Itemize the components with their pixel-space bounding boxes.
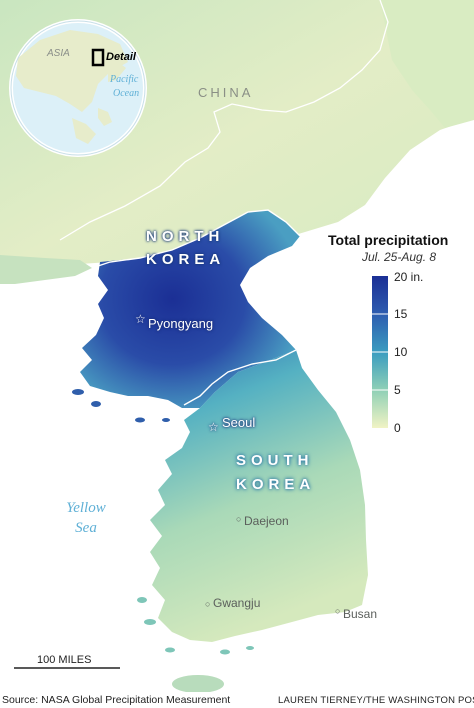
inset-ocean-label-1: Pacific xyxy=(110,74,139,85)
busan-label: Busan xyxy=(343,607,378,621)
daejeon-label: Daejeon xyxy=(244,514,289,528)
credit-note: LAUREN TIERNEY/THE WASHINGTON POST xyxy=(278,695,474,706)
daejeon-dot-icon: ○ xyxy=(236,514,242,524)
china-internal-border xyxy=(59,0,389,241)
china-label: CHINA xyxy=(198,85,254,100)
north-korea-landmass xyxy=(80,210,300,408)
southwest-islets xyxy=(137,597,254,655)
source-note: Source: NASA Global Precipitation Measur… xyxy=(2,694,231,706)
russia-landmass xyxy=(380,0,474,128)
yellow-sea-line-2: Sea xyxy=(75,520,97,536)
liaodong-peninsula xyxy=(0,255,92,284)
inset-detail-label: Detail xyxy=(106,51,136,63)
legend-subtitle: Jul. 25-Aug. 8 xyxy=(362,250,437,264)
legend-tick-label: 15 xyxy=(394,307,408,321)
yellow-sea-label: Yellow Sea xyxy=(58,498,114,538)
legend-tick-marks xyxy=(372,313,388,391)
inset-globe xyxy=(9,19,147,157)
south-korea-label-1: SOUTH xyxy=(236,452,314,469)
scale-bar-label: 100 MILES xyxy=(37,654,92,666)
yellow-sea-line-1: Yellow xyxy=(66,500,106,516)
south-korea-landmass xyxy=(150,350,368,642)
coastal-islets xyxy=(72,389,170,423)
detail-box-icon xyxy=(91,48,105,67)
gwangju-label: Gwangju xyxy=(213,596,261,610)
footer: Source: NASA Global Precipitation Measur… xyxy=(0,692,474,708)
north-korea-label-2: KOREA xyxy=(146,251,226,268)
pyongyang-label: Pyongyang xyxy=(148,316,214,331)
busan-dot-icon: ○ xyxy=(335,606,341,616)
north-korea-label-1: NORTH xyxy=(146,228,225,245)
legend-tick-label: 0 xyxy=(394,421,401,435)
legend-tick-label: 20 in. xyxy=(394,270,424,284)
precipitation-map xyxy=(0,0,474,692)
legend-tick-label: 5 xyxy=(394,383,401,397)
seoul-label: Seoul xyxy=(222,415,256,430)
pyongyang-star-icon: ☆ xyxy=(135,312,146,326)
inset-ocean-label-2: Ocean xyxy=(113,88,140,99)
south-korea-label-2: KOREA xyxy=(236,476,316,493)
china-nk-border xyxy=(91,209,301,269)
legend-title: Total precipitation xyxy=(328,232,449,248)
dmz-border xyxy=(183,349,297,406)
legend-tick-label: 10 xyxy=(394,345,408,359)
seoul-star-icon: ☆ xyxy=(208,420,219,434)
inset-asia-label: ASIA xyxy=(47,48,70,59)
jeju-island xyxy=(172,675,224,692)
gwangju-dot-icon: ○ xyxy=(205,599,211,609)
